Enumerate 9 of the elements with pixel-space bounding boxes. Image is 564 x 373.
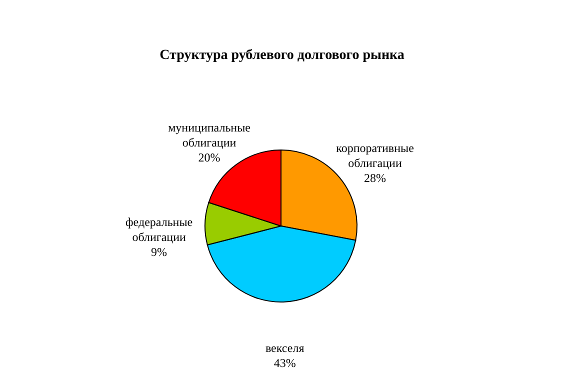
data-label: 20% [198,150,220,164]
data-label: 28% [364,171,386,186]
data-label: 43% [274,356,296,370]
slice-label: федеральные облигации [126,215,193,244]
slice-label: корпоративные облигации [336,141,414,170]
chart-title: Структура рублевого долгового рынка [160,48,404,63]
data-label: 9% [151,245,168,260]
slice-label: муниципальные облигации [168,120,250,150]
slice-label: векселя [265,340,305,355]
